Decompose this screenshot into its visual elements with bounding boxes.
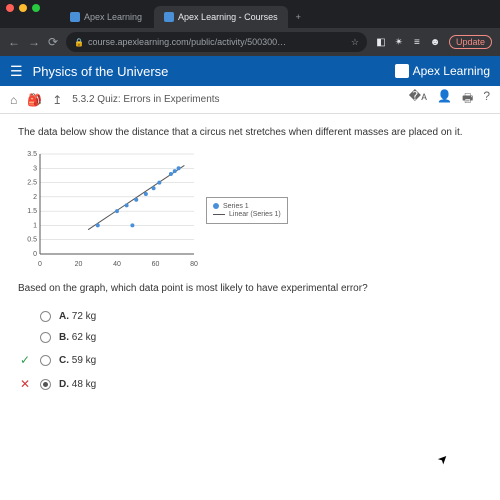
answer-text: A. 72 kg	[59, 311, 96, 322]
legend-trend-label: Linear (Series 1)	[229, 211, 281, 218]
browser-tab[interactable]: Apex Learning	[60, 6, 152, 28]
svg-text:60: 60	[152, 261, 160, 268]
extensions: ◧ ✴ ≡ ☻	[375, 36, 441, 48]
chart-legend: Series 1 Linear (Series 1)	[206, 197, 288, 224]
back-button[interactable]: ←	[8, 35, 20, 49]
dot-max[interactable]	[32, 4, 40, 12]
course-title: Physics of the Universe	[33, 64, 169, 79]
url-input[interactable]: 🔒 course.apexlearning.com/public/activit…	[66, 32, 367, 52]
answer-text: C. 59 kg	[59, 355, 96, 366]
svg-text:0.5: 0.5	[27, 237, 37, 244]
hamburger-icon[interactable]: ☰	[10, 63, 23, 80]
bag-icon[interactable]: 🎒	[27, 93, 42, 107]
breadcrumb-path: 5.3.2 Quiz: Errors in Experiments	[72, 94, 219, 105]
brand-text: Apex Learning	[413, 64, 490, 78]
home-icon[interactable]: ⌂	[10, 93, 17, 107]
question-followup: Based on the graph, which data point is …	[18, 282, 482, 296]
answer-option[interactable]: ✕ D. 48 kg	[18, 372, 482, 396]
question-prompt: The data below show the distance that a …	[18, 126, 482, 140]
radio-button[interactable]	[40, 311, 51, 322]
extension-icon[interactable]: ◧	[375, 36, 387, 48]
svg-text:1: 1	[33, 222, 37, 229]
legend-line-icon	[213, 214, 225, 215]
svg-text:0: 0	[33, 251, 37, 258]
brand-icon	[395, 64, 409, 78]
svg-text:1.5: 1.5	[27, 208, 37, 215]
answer-mark-icon: ✓	[18, 353, 32, 367]
answer-text: B. 62 kg	[59, 332, 96, 343]
svg-text:20: 20	[75, 261, 83, 268]
svg-text:2: 2	[33, 194, 37, 201]
app-header: ☰ Physics of the Universe Apex Learning	[0, 56, 500, 86]
forward-button[interactable]: →	[28, 35, 40, 49]
tab-favicon-icon	[70, 12, 80, 22]
answer-option[interactable]: B. 62 kg	[18, 327, 482, 348]
tool-icon[interactable]: 👤	[437, 89, 452, 110]
breadcrumb-bar: ⌂ 🎒 ↥ 5.3.2 Quiz: Errors in Experiments …	[0, 86, 500, 114]
chart-area: 0 0.5 1 1.5 2 2.5 3 3.5 0 20 40 60 80 Series 1 Linea…	[18, 150, 482, 270]
tab-label: Apex Learning - Courses	[178, 12, 278, 22]
tool-icon[interactable]: ?	[483, 89, 490, 110]
tool-icon[interactable]: �ᴀ	[409, 89, 427, 110]
scatter-chart: 0 0.5 1 1.5 2 2.5 3 3.5 0 20 40 60 80	[18, 150, 198, 270]
tool-icon[interactable]: 🖶	[462, 89, 473, 110]
update-button[interactable]: Update	[449, 35, 492, 49]
mac-window-dots	[6, 4, 40, 12]
legend-series-label: Series 1	[223, 203, 249, 210]
dot-min[interactable]	[19, 4, 27, 12]
radio-button[interactable]	[40, 355, 51, 366]
extension-icon[interactable]: ✴	[393, 36, 405, 48]
new-tab-button[interactable]: +	[290, 6, 307, 28]
url-text: course.apexlearning.com/public/activity/…	[88, 37, 286, 47]
legend-marker-icon	[213, 203, 219, 209]
reload-button[interactable]: ⟳	[48, 35, 58, 49]
svg-text:40: 40	[113, 261, 121, 268]
answer-text: D. 48 kg	[59, 379, 96, 390]
tab-label: Apex Learning	[84, 12, 142, 22]
svg-text:80: 80	[190, 261, 198, 268]
svg-text:0: 0	[38, 261, 42, 268]
radio-button[interactable]	[40, 332, 51, 343]
star-icon[interactable]: ☆	[351, 37, 359, 48]
tab-strip: Apex Learning Apex Learning - Courses +	[0, 0, 500, 28]
up-icon[interactable]: ↥	[52, 93, 62, 107]
browser-tab[interactable]: Apex Learning - Courses	[154, 6, 288, 28]
lock-icon: 🔒	[74, 38, 84, 47]
address-bar: ← → ⟳ 🔒 course.apexlearning.com/public/a…	[0, 28, 500, 56]
content: The data below show the distance that a …	[0, 114, 500, 500]
extension-icon[interactable]: ☻	[429, 36, 441, 48]
toolbar: �ᴀ 👤 🖶?	[409, 89, 490, 110]
extension-icon[interactable]: ≡	[411, 36, 423, 48]
answer-list: A. 72 kg B. 62 kg ✓ C. 59 kg ✕ D. 48 kg	[18, 306, 482, 396]
answer-mark-icon: ✕	[18, 377, 32, 391]
dot-close[interactable]	[6, 4, 14, 12]
brand: Apex Learning	[395, 64, 490, 78]
answer-option[interactable]: A. 72 kg	[18, 306, 482, 327]
svg-text:3: 3	[33, 165, 37, 172]
radio-button[interactable]	[40, 379, 51, 390]
answer-option[interactable]: ✓ C. 59 kg	[18, 348, 482, 372]
svg-text:2.5: 2.5	[27, 180, 37, 187]
svg-text:3.5: 3.5	[27, 151, 37, 158]
tab-favicon-icon	[164, 12, 174, 22]
